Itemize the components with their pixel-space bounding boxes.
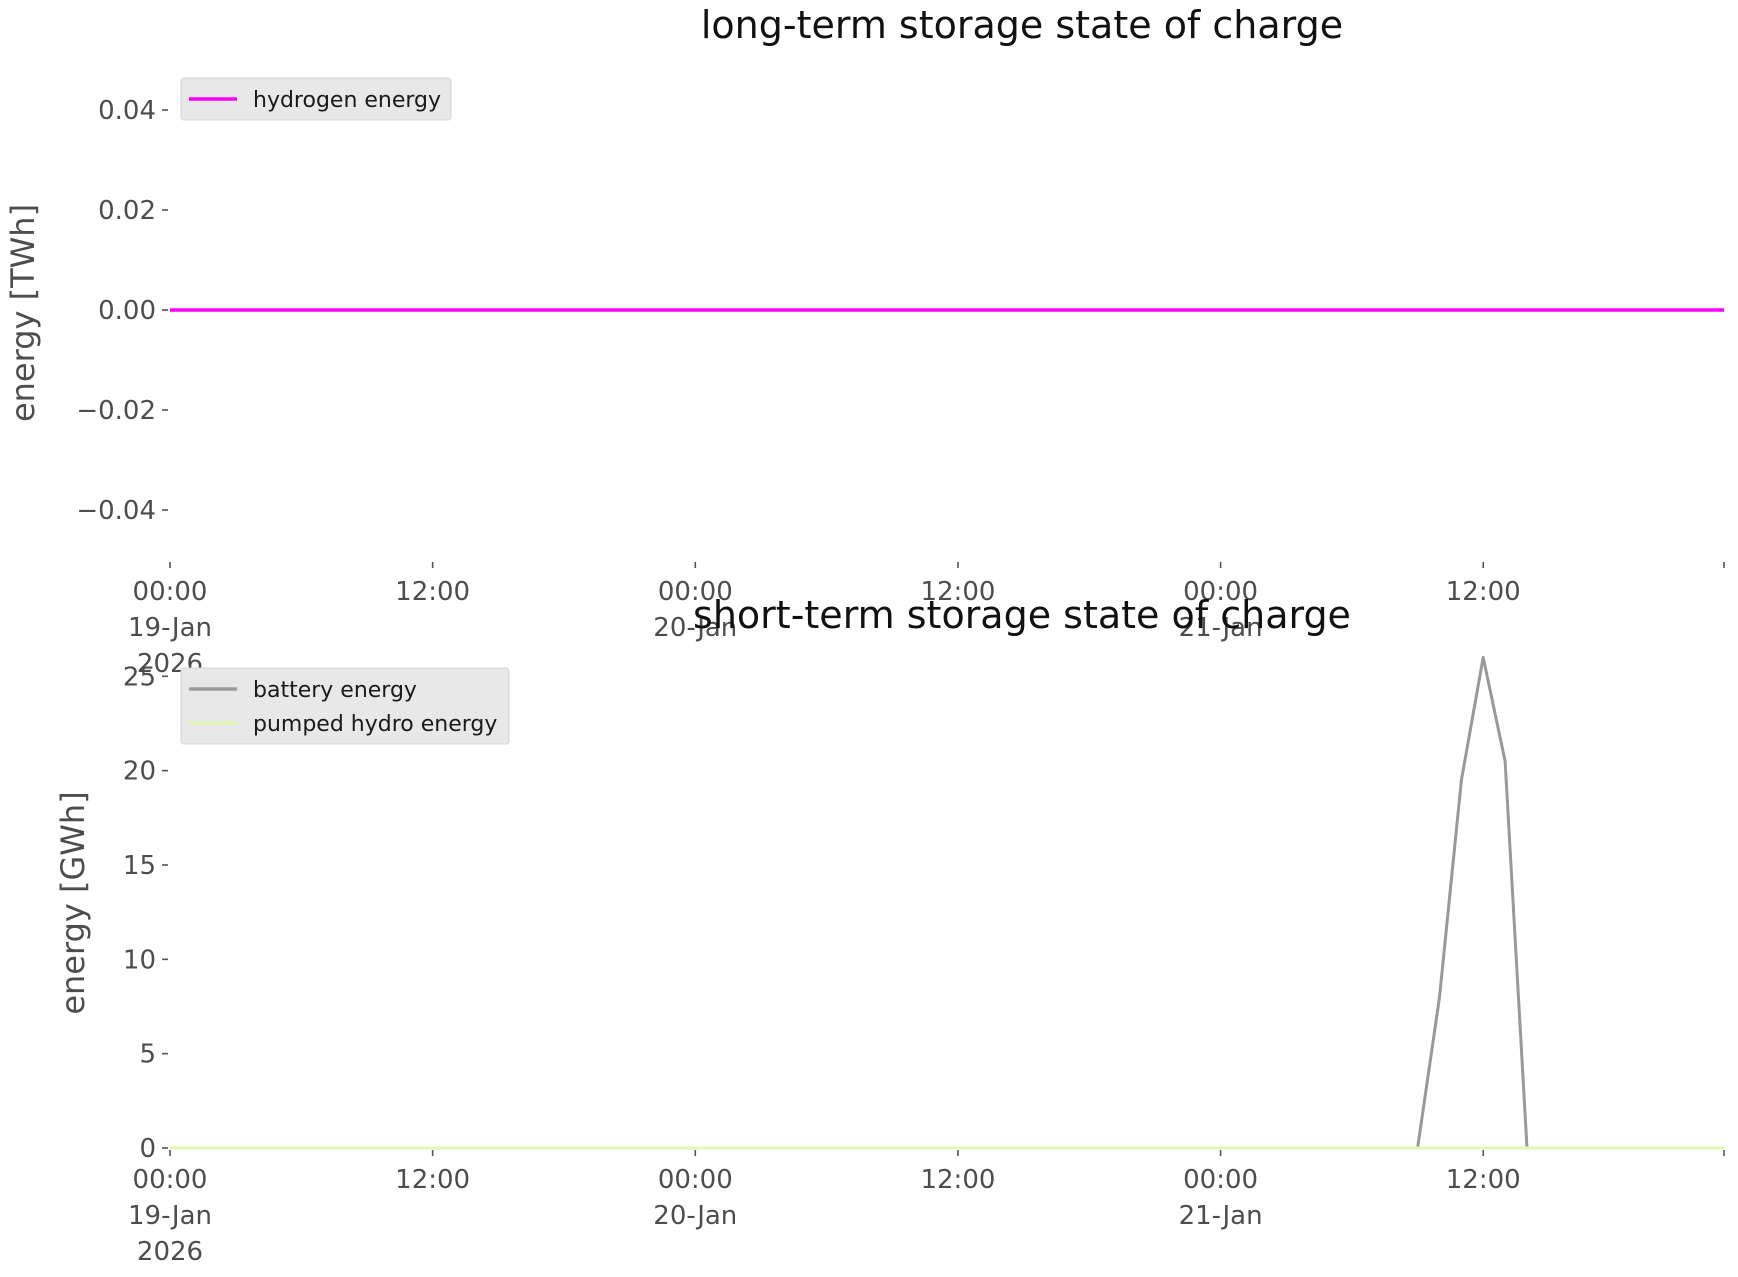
legend-label: battery energy	[253, 678, 417, 703]
x-tick-label: 19-Jan	[128, 1201, 212, 1231]
x-tick-label: 20-Jan	[653, 613, 737, 643]
x-tick-label: 19-Jan	[128, 613, 212, 643]
x-tick-label: 00:00	[133, 577, 208, 607]
x-tick-label: 12:00	[920, 1165, 995, 1195]
legend-label: pumped hydro energy	[253, 712, 497, 737]
legend-label: hydrogen energy	[253, 88, 441, 113]
x-tick-label: 20-Jan	[653, 1201, 737, 1231]
x-tick-label: 21-Jan	[1179, 613, 1263, 643]
x-tick-label: 00:00	[1183, 1165, 1258, 1195]
x-tick-label: 00:00	[658, 577, 733, 607]
x-tick-label: 12:00	[920, 577, 995, 607]
x-tick-label: 12:00	[395, 577, 470, 607]
y-tick-label: −0.02	[76, 396, 156, 426]
y-tick-label: 0.02	[98, 196, 156, 226]
y-tick-label: −0.04	[76, 496, 156, 526]
x-tick-label: 12:00	[395, 1165, 470, 1195]
chart-title: short-term storage state of charge	[693, 593, 1351, 637]
y-tick-label: 15	[123, 851, 156, 881]
legend-box	[180, 667, 510, 745]
y-tick-label: 10	[123, 945, 156, 975]
y-axis-label: energy [TWh]	[4, 204, 42, 422]
legend-box	[180, 77, 452, 121]
y-tick-label: 20	[123, 757, 156, 787]
x-tick-label: 00:00	[658, 1165, 733, 1195]
y-axis-label: energy [GWh]	[54, 791, 92, 1014]
x-tick-label: 21-Jan	[1179, 1201, 1263, 1231]
x-tick-label: 00:00	[133, 1165, 208, 1195]
y-tick-label: 0.00	[98, 296, 156, 326]
x-tick-label: 2026	[137, 1237, 203, 1267]
long-term-storage-chart: long-term storage state of charge energy …	[4, 3, 1725, 679]
chart-title: long-term storage state of charge	[701, 3, 1343, 47]
short-term-storage-chart: short-term storage state of charge energy…	[54, 593, 1725, 1267]
y-tick-label: 0	[139, 1134, 156, 1164]
x-tick-label: 12:00	[1446, 1165, 1521, 1195]
y-tick-label: 25	[123, 662, 156, 692]
y-tick-label: 0.04	[98, 96, 156, 126]
y-tick-label: 5	[139, 1040, 156, 1070]
x-tick-label: 00:00	[1183, 577, 1258, 607]
x-tick-label: 12:00	[1446, 577, 1521, 607]
